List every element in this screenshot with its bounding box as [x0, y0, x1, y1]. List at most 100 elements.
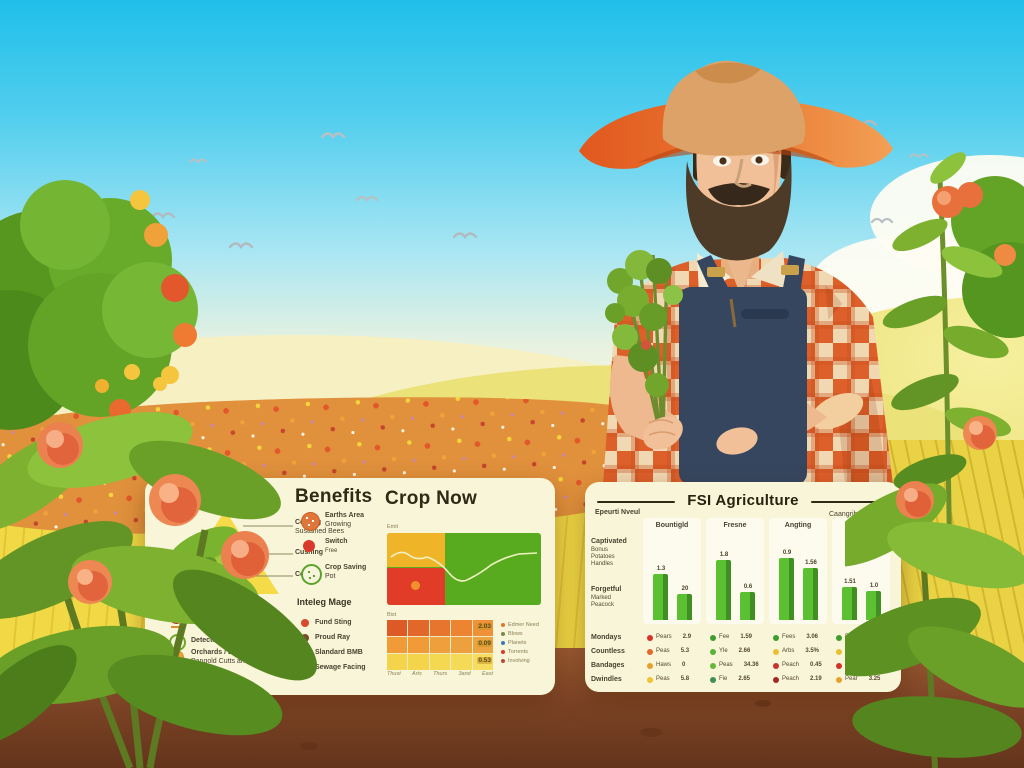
stat-name: Arbs: [782, 648, 795, 654]
bird-icon: [909, 153, 929, 159]
row-block-line: Peacock: [591, 601, 615, 608]
bar: [842, 587, 857, 620]
legend-label: Planets: [508, 639, 527, 646]
benefit-icon-2: [303, 540, 315, 552]
leaf-callout-2: Cushing: [295, 549, 323, 556]
stat-value: 2.19: [810, 676, 822, 682]
bar-value: 1.8: [719, 552, 729, 558]
title-rule-right: [811, 501, 889, 503]
map-marker: [411, 581, 420, 590]
stat-row: Pears 2.9: [647, 634, 691, 641]
stat-row: Fees 3.06: [773, 634, 818, 641]
field-map-chart: [387, 533, 541, 605]
legend-label: Edmer Need: [508, 621, 539, 628]
heat-xlabel: Thurs: [433, 671, 448, 677]
stat-value: 2.66: [738, 648, 751, 654]
bar-value: 20: [681, 586, 689, 592]
map-caption: Emit: [387, 524, 398, 530]
heatmap-chart: 2.03 0.09 0.53: [387, 620, 493, 670]
pebble: [640, 728, 662, 737]
bird-icon: [189, 158, 207, 164]
stat-dot: [710, 634, 716, 641]
card-header: Bountigld: [655, 522, 689, 529]
stat-name: Peach: [782, 676, 800, 682]
benefit-icon-1: [301, 512, 320, 531]
heat-xlabel: East: [481, 671, 493, 677]
legend-dot: [501, 658, 505, 663]
stat-dot: [773, 676, 779, 683]
bottom-row-label-4: Dwindles: [591, 676, 622, 683]
bar: [866, 591, 881, 620]
bush-left: [0, 180, 198, 430]
stat-dot: [836, 648, 842, 655]
legend-dot: [501, 631, 505, 636]
stat-value: 2.9: [682, 634, 692, 640]
maps-item-4: Sewage Facing: [315, 664, 366, 671]
row-block-mid: Forgetful Marked Peacock: [591, 586, 641, 609]
card-header: Fresne: [723, 522, 747, 529]
row-block-head: Forgetful: [591, 586, 622, 593]
stat-dot: [647, 676, 653, 683]
row-block-top: Captivated Bonus Potatoes Handles: [591, 538, 641, 568]
stat-dot: [710, 662, 716, 669]
stat-dot: [773, 648, 779, 655]
panel-topright-label: Caangrihees: [829, 511, 869, 518]
stat-name: Pears: [656, 634, 672, 640]
stat-value: 5.8: [680, 676, 690, 682]
farmer-hat-crown: [662, 60, 806, 156]
bottom-row-label-1: Mondays: [591, 634, 622, 641]
legend-dot: [501, 649, 505, 654]
heat-xlabel: Thust: [387, 671, 401, 677]
stat-value: 3.06: [806, 634, 819, 640]
stat-value: 1.59: [740, 634, 753, 640]
stat-name: Peas: [656, 676, 670, 682]
farmer-beard: [685, 159, 792, 261]
bar-card-3: Angting 0.9 1.56: [769, 518, 827, 624]
row-block-line: Bonus: [591, 546, 609, 553]
farmer-illustration: [579, 60, 893, 485]
stat-name: Fees: [782, 634, 796, 640]
bird-icon: [452, 232, 478, 240]
stat-dot: [836, 676, 842, 683]
benefits-heading: Benefits: [295, 486, 373, 507]
stat-name: Fie: [719, 676, 728, 682]
heat-legend: Edmer Need Blows Planets Torrents Involv…: [501, 620, 539, 665]
pebble: [755, 700, 771, 707]
bottom-row-label-3: Bandages: [591, 662, 625, 669]
stat-dot: [647, 634, 653, 641]
bird-icon: [320, 132, 346, 140]
maps-item-1: Fund Sting: [315, 619, 352, 626]
stat-value: 0.45: [810, 662, 822, 668]
stat-value: 3.5%: [805, 648, 820, 654]
row-block-line: Marked: [591, 594, 612, 601]
legend-dot: [501, 622, 505, 627]
stat-name: Haws: [656, 662, 672, 668]
stat-row: Peas 5.8: [647, 676, 689, 683]
stat-value: 0: [682, 662, 686, 668]
bird-icon: [228, 242, 254, 250]
stat-row: Peach 2.19: [773, 676, 822, 683]
heat-value-2: 0.09: [477, 640, 492, 647]
bar-value: 1.51: [844, 579, 856, 585]
row-block-line: Potatoes: [591, 553, 615, 560]
stat-value: 3.25: [868, 676, 881, 682]
panel-title: FSI Agriculture: [687, 492, 799, 509]
heat-xlabel: Arts: [412, 671, 422, 677]
bar: [803, 568, 818, 620]
legend-dot: [501, 640, 505, 645]
stat-row: Haws 0: [647, 662, 685, 669]
bar: [716, 560, 731, 620]
cropnow-heading: Crop Now: [385, 488, 478, 509]
stat-value: 2.65: [738, 676, 751, 682]
stat-row: Pear 3.25: [836, 676, 880, 683]
benefit-icon-3: [301, 564, 322, 585]
stat-dot: [836, 662, 842, 669]
stat-row: Arbs 3.5%: [773, 648, 819, 655]
stat-row: Peas 5.3: [647, 648, 689, 655]
stat-name: Yle: [719, 648, 728, 654]
maps-dot-1: [301, 619, 309, 627]
legend-label: Involving: [508, 657, 530, 664]
bar-value: 1.56: [805, 560, 817, 566]
stat-dot: [773, 634, 779, 641]
